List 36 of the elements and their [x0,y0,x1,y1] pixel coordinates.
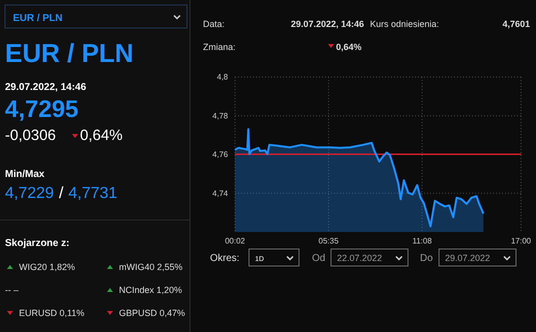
text: Zmiana: [203,42,236,52]
text: EUR / PLN [5,38,134,68]
text: Min/Max [5,169,45,180]
text: 0,64% [336,42,362,52]
text: NCIndex 1,20% [119,285,182,295]
text: Od [312,253,326,264]
text: GBPUSD 0,47% [119,308,186,318]
text: Do [420,253,434,264]
text: -0,0306 [5,127,56,144]
text: Okres: [210,253,240,264]
text: 4,7229 [5,185,54,202]
x-tick-label: 05:35 [318,236,340,246]
text: 22.07.2022 [337,253,382,263]
x-tick-label: 11:08 [412,236,432,246]
text: EURUSD 0,11% [19,308,84,318]
text: 4,7295 [5,96,78,123]
x-tick-label: 17:00 [510,236,532,246]
text: WIG20 1,82% [19,262,76,272]
text: 29.07.2022, 14:46 [290,19,364,29]
text: Kurs odniesienia: [370,19,440,29]
text: 0,64% [80,127,123,144]
text: / [58,185,64,202]
text: 4,7601 [502,19,530,29]
text: Data: [203,19,225,29]
text: mWIG40 2,55% [119,262,183,272]
y-tick-label: 4,74 [212,188,229,198]
x-tick-label: 00:02 [224,236,246,246]
text: EUR / PLN [13,13,62,24]
text: 4,7731 [68,185,118,202]
y-tick-label: 4,76 [212,150,229,160]
text: 29.07.2022, 14:46 [5,82,87,93]
y-tick-label: 4,78 [212,111,229,120]
text: -- – [5,285,18,295]
y-tick-label: 4,8 [216,72,229,82]
text: Skojarzone z: [5,238,70,249]
text: 29.07.2022 [445,253,490,263]
